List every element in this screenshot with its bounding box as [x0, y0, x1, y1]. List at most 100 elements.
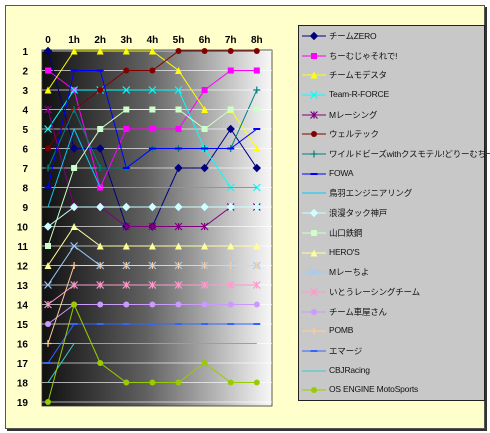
data-point [175, 126, 182, 132]
legend-swatch [302, 249, 326, 257]
data-point [253, 242, 261, 250]
data-point [175, 262, 182, 269]
data-point [122, 242, 130, 250]
y-tick-label: 19 [17, 398, 29, 409]
data-point [149, 301, 156, 308]
data-point [96, 47, 104, 55]
data-point [149, 379, 156, 386]
legend-item: Mレーちよ [299, 264, 484, 280]
data-point [122, 222, 131, 231]
data-point [148, 86, 157, 94]
legend-label: HERO'S [329, 246, 360, 257]
data-point [201, 242, 209, 250]
data-point [227, 48, 234, 54]
legend-label: POMB [329, 325, 354, 336]
data-point [226, 281, 235, 289]
legend-swatch [302, 150, 326, 158]
legend-item: 山口鉄鋼 [299, 225, 484, 241]
legend-label: 山口鉄鋼 [329, 227, 363, 238]
legend-swatch-marker [310, 150, 318, 158]
legend-label: いとうレーシングチーム [329, 286, 420, 297]
legend-item: 浪漫タック神戸 [299, 205, 484, 221]
legend-item: Team-R-FORCE [299, 87, 484, 103]
legend-label: エマージ [329, 345, 363, 356]
data-point [71, 301, 78, 308]
data-point [227, 301, 234, 308]
data-point [96, 242, 104, 250]
data-point [148, 222, 157, 231]
data-point [45, 321, 51, 327]
legend-swatch [302, 308, 326, 315]
y-tick-label: 3 [22, 86, 28, 97]
data-point [201, 48, 208, 54]
legend-item: CBJRacing [299, 363, 484, 379]
legend-swatch-marker [311, 229, 317, 236]
legend-swatch [302, 387, 326, 394]
series-4 [44, 86, 261, 192]
data-point [252, 202, 262, 212]
data-point [227, 379, 234, 386]
data-point [148, 47, 156, 55]
data-point [174, 163, 183, 173]
data-point [44, 262, 52, 269]
data-point [201, 360, 208, 366]
data-point [200, 222, 209, 231]
legend-swatch [302, 31, 326, 41]
legend-swatch-marker [310, 268, 318, 277]
data-point [70, 106, 78, 113]
legend-item: チーム車屋さん [299, 304, 484, 320]
data-point [97, 360, 104, 366]
y-tick-label: 15 [17, 320, 29, 331]
data-point [227, 67, 234, 74]
legend-swatch-marker [311, 131, 317, 138]
data-point [44, 300, 52, 309]
legend-swatch [302, 349, 326, 352]
data-point [97, 126, 104, 132]
legend-swatch [302, 327, 326, 335]
data-point [70, 242, 79, 250]
data-point [122, 202, 131, 212]
legend-swatch [302, 71, 326, 79]
data-point [200, 281, 209, 289]
legend: チームZERO ちーむじゃそれで! チームモデスタ Team-R-FORCE Mレーシン… [298, 25, 490, 401]
data-point [174, 222, 183, 231]
legend-label: 浪漫タック神戸 [329, 208, 388, 219]
data-point [95, 202, 105, 212]
data-point [44, 105, 52, 114]
series-line [47, 127, 257, 208]
data-point [123, 126, 130, 132]
data-point [226, 124, 235, 134]
legend-item: ワイルドビーズwithクスモテル!どりーむちーむ! [299, 146, 490, 162]
series-group [43, 46, 262, 405]
legend-item: POMB [299, 323, 484, 339]
data-point [123, 67, 130, 74]
data-point [69, 144, 79, 153]
data-point [96, 262, 104, 269]
legend-label: ウェルテック [329, 129, 379, 140]
legend-item: ウェルテック [299, 126, 484, 142]
legend-swatch-marker [310, 287, 318, 296]
series-19 [45, 301, 260, 405]
data-point [69, 202, 79, 212]
y-tick-label: 18 [17, 379, 29, 390]
data-point [227, 262, 235, 269]
data-point [149, 126, 156, 132]
legend-swatch-marker [310, 110, 318, 119]
legend-item: チームモデスタ [299, 67, 484, 83]
legend-swatch [302, 110, 326, 119]
legend-item: Mレーシング [299, 107, 484, 123]
legend-label: OS ENGINE MotoSports [329, 384, 419, 395]
data-point [44, 281, 52, 289]
legend-label: チーム車屋さん [329, 306, 387, 317]
data-point [253, 145, 261, 152]
legend-swatch [302, 192, 326, 194]
y-tick-label: 16 [17, 340, 29, 351]
data-point [201, 262, 209, 269]
data-point [43, 46, 53, 56]
data-point [175, 106, 182, 113]
series-10 [43, 202, 262, 231]
data-point [174, 281, 183, 289]
data-point [253, 48, 260, 54]
x-tick-label: 5h [173, 35, 185, 46]
